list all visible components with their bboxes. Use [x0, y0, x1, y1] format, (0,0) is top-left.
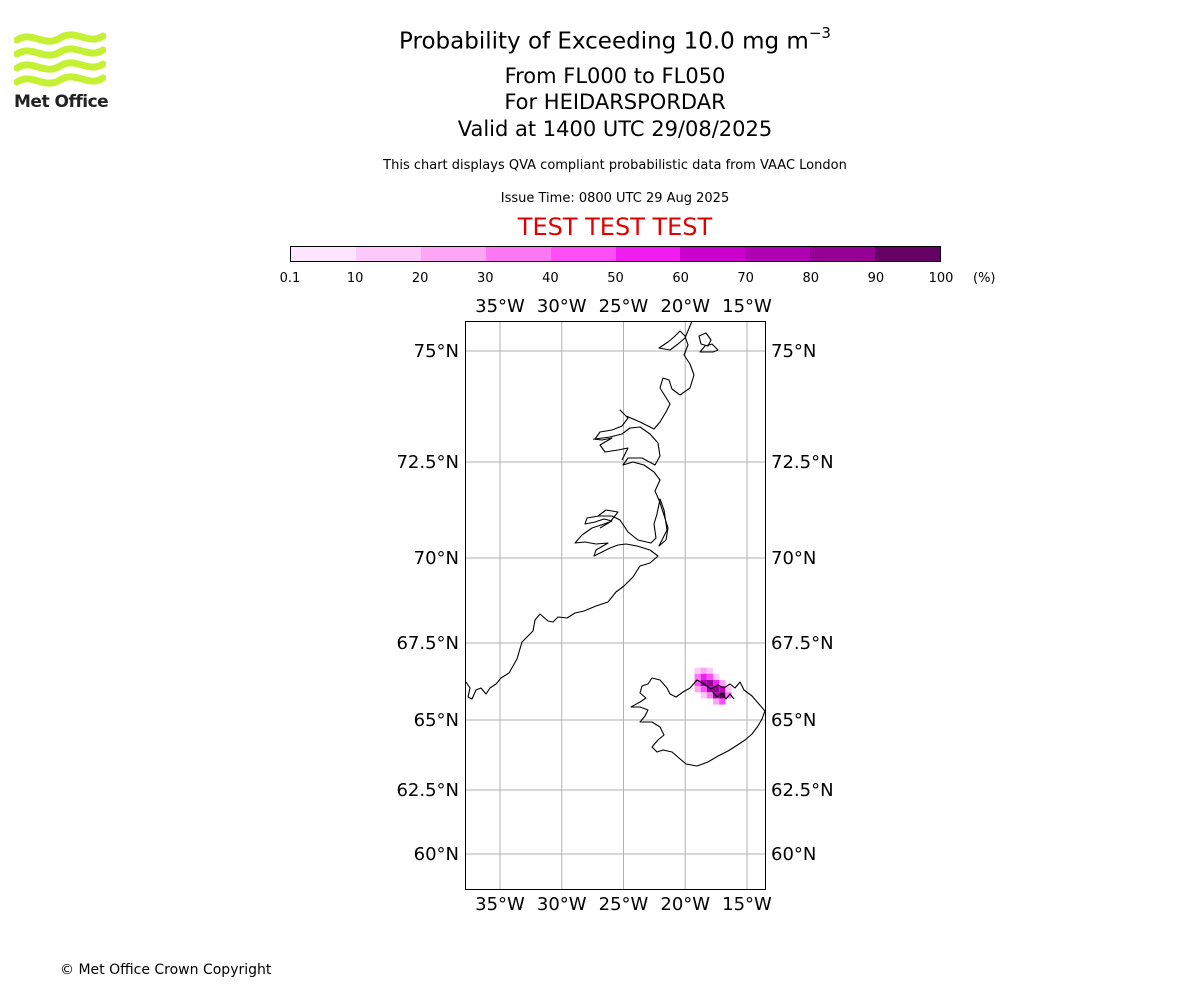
axis-tick-label: 25°W: [599, 296, 649, 317]
axis-tick-label: 67.5°N: [771, 633, 834, 654]
colorbar-label: 40: [542, 271, 559, 286]
logo-wave: [13, 31, 107, 45]
colorbar-label: 100: [928, 271, 954, 286]
colorbar-label: 80: [802, 271, 820, 286]
plume-cell: [713, 673, 720, 680]
axis-tick-labels: 35°W 35°W 30°W 30°W 25°W 25°W 20°W 20°W 15°W 15°W…: [396, 296, 833, 915]
plume-cell: [706, 686, 714, 693]
axis-tick-label: 75°N: [771, 341, 816, 362]
colorbar-segment: [745, 247, 811, 261]
colorbar-segment: [420, 247, 486, 261]
greenland-coastline: [465, 320, 695, 700]
colorbar-label: 70: [737, 271, 754, 286]
greenland-fjord-2: [597, 509, 619, 529]
axis-tick-label: 65°N: [771, 710, 816, 731]
plume-cell: [713, 679, 720, 687]
colorbar-segment: [550, 247, 616, 261]
plume-cell: [694, 667, 701, 674]
axis-tick-label: 35°W: [475, 894, 525, 915]
plume-cell: [694, 686, 701, 693]
axis-tick-label: 35°W: [475, 296, 525, 317]
title-text: Probability of Exceeding 10.0 mg m: [399, 28, 809, 55]
issue-time: Issue Time: 0800 UTC 29 Aug 2025: [500, 191, 730, 206]
plume-cell: [706, 692, 714, 699]
axis-tick-label: 62.5°N: [396, 780, 459, 801]
met-office-logo: Met Office: [13, 30, 109, 112]
plume-cell: [694, 673, 701, 680]
colorbar-label: 30: [477, 271, 494, 286]
plume-cell: [700, 673, 707, 680]
colorbar-label: 20: [411, 271, 429, 286]
compliance-note: This chart displays QVA compliant probab…: [383, 158, 847, 173]
title-exponent: −3: [808, 24, 831, 42]
colorbar-unit: (%): [973, 271, 996, 286]
colorbar-segment: [615, 247, 681, 261]
axis-tick-label: 30°W: [537, 296, 587, 317]
axis-tick-label: 70°N: [771, 548, 816, 569]
greenland-fjord-1: [592, 437, 629, 461]
axis-tick-label: 30°W: [537, 894, 587, 915]
plume-cell: [719, 679, 726, 687]
location-subtitle: For HEIDARSPORDAR: [504, 90, 726, 114]
axis-tick-label: 60°N: [771, 844, 816, 865]
colorbar-segment: [680, 247, 746, 261]
plume-cell: [725, 686, 732, 693]
met-office-waves-logo-icon: [13, 31, 107, 87]
plume-cell: [700, 692, 707, 699]
gridlines: [465, 321, 765, 889]
plume-cell: [700, 667, 707, 674]
colorbar-segment: [875, 247, 941, 261]
axis-tick-label: 20°W: [660, 296, 710, 317]
colorbar-label: 10: [346, 271, 364, 286]
colorbar-label: 60: [672, 271, 689, 286]
axis-tick-label: 62.5°N: [771, 780, 834, 801]
valid-time-subtitle: Valid at 1400 UTC 29/08/2025: [457, 117, 773, 141]
axis-tick-label: 15°W: [722, 296, 772, 317]
flight-level-subtitle: From FL000 to FL050: [504, 64, 726, 88]
iceland-north-fjords: [711, 690, 735, 700]
colorbar-label: 90: [867, 271, 885, 286]
svalbard-outline: [698, 332, 719, 353]
axis-tick-label: 67.5°N: [396, 633, 459, 654]
colorbar-label: 0.1: [279, 271, 301, 286]
plume-cell: [706, 667, 714, 674]
axis-tick-label: 72.5°N: [396, 452, 459, 473]
axis-tick-label: 65°N: [414, 710, 459, 731]
axis-tick-label: 72.5°N: [771, 452, 834, 473]
plume-cell: [719, 692, 726, 699]
colorbar-segment: [810, 247, 876, 261]
plume-cell: [719, 686, 726, 693]
map-frame: [465, 321, 766, 890]
plume-cell: [694, 679, 701, 687]
plume-cell: [706, 673, 714, 680]
plume-cell: [706, 679, 714, 687]
axis-tick-label: 75°N: [414, 341, 459, 362]
chart-title: Probability of Exceeding 10.0 mg m−3: [0, 24, 1200, 55]
plume-cell: [700, 686, 707, 693]
colorbar-segment: [291, 247, 356, 261]
logo-wave: [13, 45, 107, 59]
axis-tick-label: 15°W: [722, 894, 772, 915]
axis-tick-label: 60°N: [414, 844, 459, 865]
logo-wave: [13, 73, 107, 87]
test-banner: TEST TEST TEST: [517, 213, 713, 241]
axis-tick-label: 20°W: [660, 894, 710, 915]
colorbar-segment: [485, 247, 551, 261]
logo-text: Met Office: [14, 92, 109, 112]
plume-cell: [700, 679, 707, 687]
plume-cell: [713, 698, 720, 705]
probability-colorbar: [290, 246, 941, 262]
axis-tick-label: 70°N: [414, 548, 459, 569]
logo-wave: [13, 59, 107, 73]
plume-cell: [713, 686, 720, 693]
axis-tick-label: 25°W: [599, 894, 649, 915]
copyright-notice: © Met Office Crown Copyright: [60, 962, 272, 978]
colorbar-segment: [355, 247, 421, 261]
colorbar-label: 50: [607, 271, 624, 286]
plume-cell: [719, 698, 726, 705]
